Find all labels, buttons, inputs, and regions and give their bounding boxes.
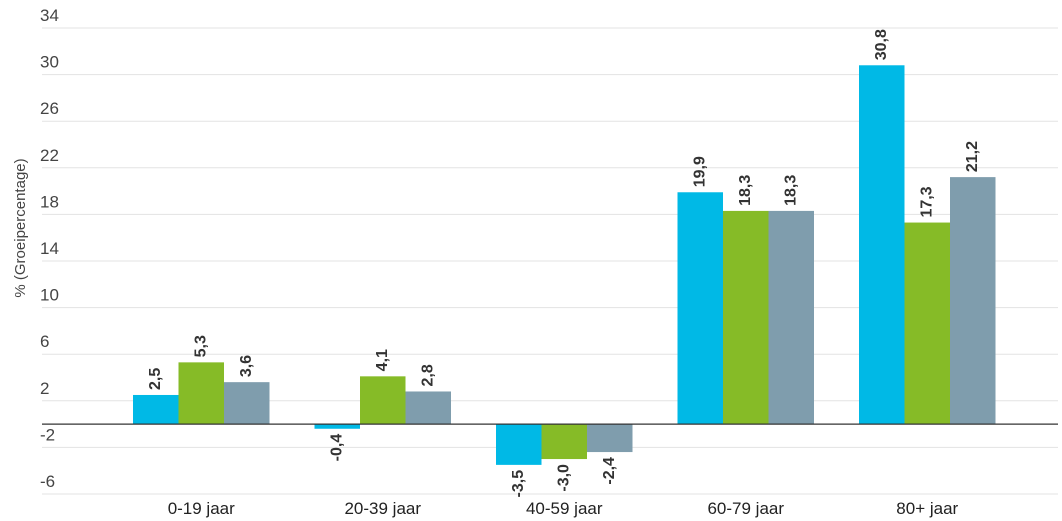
y-tick-label: 26 xyxy=(40,99,59,118)
data-label: 3,6 xyxy=(238,355,255,377)
x-category-label: 60-79 jaar xyxy=(707,499,784,518)
bars xyxy=(133,65,996,465)
y-axis-label: % (Groeipercentage) xyxy=(12,158,29,297)
bar xyxy=(224,382,270,425)
data-label: 2,8 xyxy=(419,364,436,386)
y-tick-label: 22 xyxy=(40,146,59,165)
y-tick-label: 14 xyxy=(40,239,59,258)
data-label: 2,5 xyxy=(147,368,164,390)
bar xyxy=(496,424,542,465)
data-label: 5,3 xyxy=(192,335,209,357)
gridlines xyxy=(42,27,1058,495)
data-label: -0,4 xyxy=(328,434,345,462)
x-category-label: 40-59 jaar xyxy=(526,499,603,518)
data-label: -3,0 xyxy=(555,464,572,492)
y-tick-label: -2 xyxy=(40,425,55,444)
bar xyxy=(677,192,723,425)
bar xyxy=(360,376,406,425)
y-tick-label: 6 xyxy=(40,332,49,351)
y-tick-label: 34 xyxy=(40,6,59,25)
data-label: 18,3 xyxy=(782,175,799,206)
bar xyxy=(950,177,996,425)
y-tick-label: 30 xyxy=(40,53,59,72)
x-category-label: 0-19 jaar xyxy=(168,499,235,518)
y-tick-label: -6 xyxy=(40,472,55,491)
data-labels: 2,5 5,3 3,6 -0,4 4,1 2,8 -3,5 -3,0 -2,4 19,9 18,3 1… xyxy=(147,29,981,497)
y-tick-label: 10 xyxy=(40,286,59,305)
bar xyxy=(314,424,360,429)
bar xyxy=(904,222,950,425)
x-category-label: 80+ jaar xyxy=(896,499,958,518)
data-label: 4,1 xyxy=(374,349,391,371)
bar xyxy=(541,424,587,460)
bar xyxy=(133,394,179,425)
data-label: 19,9 xyxy=(691,156,708,187)
y-axis-ticks: 34 30 26 22 18 14 10 6 2 -2 -6 xyxy=(40,6,59,491)
bar xyxy=(859,65,905,425)
bar xyxy=(178,362,224,425)
bar xyxy=(723,210,769,425)
data-label: 30,8 xyxy=(873,29,890,60)
bar xyxy=(405,391,451,425)
y-tick-label: 2 xyxy=(40,379,49,398)
data-label: 21,2 xyxy=(964,141,981,172)
data-label: 18,3 xyxy=(737,175,754,206)
data-label: -3,5 xyxy=(510,470,527,498)
x-category-label: 20-39 jaar xyxy=(344,499,421,518)
bar xyxy=(587,424,633,453)
x-axis-category-labels: 0-19 jaar 20-39 jaar 40-59 jaar 60-79 jaar 8… xyxy=(168,499,959,518)
y-tick-label: 18 xyxy=(40,192,59,211)
data-label: -2,4 xyxy=(601,457,618,485)
bar xyxy=(768,210,814,425)
data-label: 17,3 xyxy=(918,186,935,217)
